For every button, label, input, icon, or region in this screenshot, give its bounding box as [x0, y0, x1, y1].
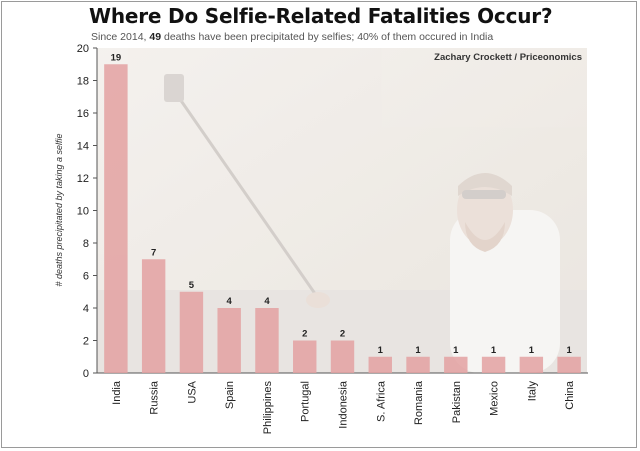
bar: [104, 64, 128, 373]
y-tick-label: 0: [83, 368, 89, 380]
background-photo-selfie-man: [97, 48, 587, 373]
bar-value-label: 2: [340, 329, 345, 340]
bar: [255, 308, 279, 373]
bar-value-label: 19: [111, 52, 122, 63]
bar: [217, 308, 241, 373]
x-category-label: China: [564, 380, 576, 410]
x-category-label: Portugal: [300, 381, 312, 422]
y-tick-label: 8: [83, 238, 89, 250]
y-tick-label: 10: [77, 206, 89, 218]
bar-value-label: 1: [491, 345, 497, 356]
credit-text: Zachary Crockett / Priceonomics: [434, 52, 582, 63]
bar-value-label: 1: [566, 345, 572, 356]
bar-value-label: 1: [415, 345, 421, 356]
y-axis-label: # deaths precipitated by taking a selfie: [54, 133, 64, 286]
bar-value-label: 1: [378, 345, 384, 356]
x-category-label: Pakistan: [451, 381, 463, 423]
x-category-label: Philippines: [262, 381, 274, 435]
y-axis-ticks: 0 2 4 6 8 10 12 14 16 18 20: [77, 43, 97, 380]
bar-value-label: 4: [227, 296, 233, 307]
x-category-label: India: [111, 380, 123, 405]
y-tick-label: 6: [83, 271, 89, 283]
bar: [368, 356, 392, 373]
x-category-label: Mexico: [489, 381, 501, 416]
x-category-label: Spain: [224, 381, 236, 409]
y-tick-label: 14: [77, 141, 89, 153]
chart-subtitle: Since 2014, 49 deaths have been precipit…: [91, 31, 493, 43]
bar: [444, 356, 468, 373]
y-tick-label: 20: [77, 43, 89, 55]
bar-value-label: 5: [189, 280, 195, 291]
bar: [141, 259, 166, 373]
subtitle-death-count: 49: [149, 31, 162, 43]
x-category-label: Romania: [413, 380, 425, 425]
y-tick-label: 18: [77, 76, 89, 88]
y-tick-label: 16: [77, 108, 89, 120]
data-labels: 19 7 5 4 4 2 2 1 1 1 1 1 1: [111, 52, 573, 356]
bar: [519, 356, 544, 373]
x-category-label: Russia: [149, 380, 161, 415]
bar: [293, 340, 317, 373]
bar: [406, 356, 430, 373]
x-category-label: Indonesia: [338, 380, 350, 429]
bar-value-label: 7: [151, 247, 156, 258]
subtitle-suffix: deaths have been precipitated by selfies…: [161, 31, 494, 43]
x-category-label: S. Africa: [375, 380, 387, 422]
bar: [481, 356, 506, 373]
bar: [557, 356, 581, 373]
bar: [179, 291, 204, 373]
bar-value-label: 1: [453, 345, 459, 356]
bar-value-label: 1: [529, 345, 535, 356]
category-labels: India Russia USA Spain Philippines Portugal In…: [111, 380, 576, 434]
chart-title: Where Do Selfie-Related Fatalities Occur…: [89, 4, 553, 28]
bar-series: [104, 64, 581, 373]
bar: [330, 340, 355, 373]
y-tick-label: 4: [83, 303, 89, 315]
y-tick-label: 12: [77, 173, 89, 185]
x-category-label: USA: [186, 380, 198, 403]
subtitle-prefix: Since 2014,: [91, 31, 150, 43]
bar-value-label: 2: [302, 329, 307, 340]
bar-value-label: 4: [264, 296, 270, 307]
x-category-label: Italy: [526, 381, 538, 402]
y-tick-label: 2: [83, 336, 89, 348]
